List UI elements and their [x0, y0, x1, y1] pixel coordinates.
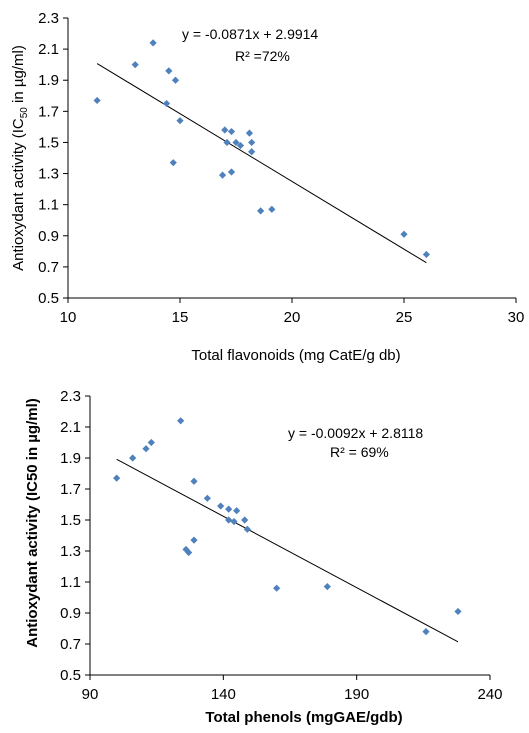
data-point [185, 548, 193, 557]
y-axis-title-end: in µg/ml) [10, 45, 27, 107]
data-point [113, 474, 121, 482]
x-axis-title: Total flavonoids (mg CatE/g db) [191, 347, 400, 364]
data-point [248, 148, 256, 156]
data-point [147, 438, 155, 447]
data-point [422, 250, 430, 259]
data-point [165, 67, 173, 75]
data-point [171, 76, 180, 84]
y-tick-label: 0.9 [38, 228, 59, 245]
y-tick-label: 0.9 [60, 605, 81, 622]
x-tick-label: 190 [344, 686, 369, 703]
x-axis-title: Total phenols (mgGAE/gdb) [205, 709, 402, 726]
y-tick-label: 1.9 [38, 72, 59, 89]
data-point [223, 138, 231, 147]
data-point [241, 516, 249, 524]
data-points [113, 417, 462, 636]
x-tick-label: 90 [82, 686, 99, 703]
data-point [225, 516, 233, 524]
x-tick-label: 240 [477, 686, 502, 703]
y-axis-title: Antioxydant activity (IC50 in µg/ml) [24, 398, 41, 648]
y-tick-label: 0.7 [60, 636, 81, 653]
r-squared-label: R² = 69% [330, 444, 389, 460]
data-point [227, 168, 236, 176]
y-tick-label: 1.9 [60, 450, 81, 467]
y-tick-label: 1.5 [38, 134, 59, 151]
y-tick-label: 1.1 [60, 574, 81, 591]
data-point [149, 39, 157, 47]
data-point [248, 138, 256, 147]
x-tick-label: 25 [396, 309, 413, 326]
data-point [129, 454, 137, 462]
data-point [142, 445, 150, 453]
axis-ticks: 0.5 0.7 0.9 1.1 1.3 1.5 1.7 1.9 2.1 2.3 90 140 190 24… [60, 388, 502, 703]
data-point [273, 584, 281, 592]
data-point [190, 536, 198, 544]
y-axis-title: Antioxydant activity (IC50 in µg/ml) [10, 45, 30, 271]
y-tick-label: 0.5 [60, 667, 81, 684]
y-axis-title-subscript: 50 [19, 107, 30, 119]
y-axis-title-main: Antioxydant activity (IC [10, 118, 27, 271]
y-tick-label: 0.5 [38, 290, 59, 307]
y-tick-label: 0.7 [38, 259, 59, 276]
axis-ticks: 0.5 0.7 0.9 1.1 1.3 1.5 1.7 1.9 2.1 2.3 10 15 20 25 30 [38, 10, 524, 326]
data-point [323, 583, 331, 591]
phenols-scatter-chart: 0.5 0.7 0.9 1.1 1.3 1.5 1.7 1.9 2.1 2.3 90 140 190 24… [24, 388, 503, 726]
y-tick-label: 1.5 [60, 512, 81, 529]
data-point [218, 171, 227, 179]
data-point [225, 505, 233, 513]
data-point [422, 628, 430, 636]
y-tick-label: 1.7 [38, 103, 59, 120]
data-point [169, 159, 177, 167]
y-tick-label: 1.7 [60, 481, 81, 498]
data-point [230, 517, 238, 526]
data-point [268, 205, 276, 213]
y-tick-label: 1.3 [38, 166, 59, 183]
data-point [217, 502, 225, 510]
data-point [232, 138, 240, 147]
data-points [93, 39, 430, 259]
x-tick-label: 30 [508, 309, 525, 326]
data-point [176, 117, 184, 125]
y-tick-label: 2.1 [38, 41, 59, 58]
data-point [245, 129, 254, 137]
y-tick-label: 2.1 [60, 419, 81, 436]
data-point [131, 61, 139, 69]
data-point [233, 507, 241, 515]
data-point [203, 494, 211, 502]
x-tick-label: 20 [284, 309, 301, 326]
trendline [116, 458, 459, 643]
data-point [454, 607, 462, 616]
trendline [96, 63, 427, 264]
regression-equation: y = -0.0871x + 2.9914 [182, 26, 318, 42]
x-tick-label: 10 [60, 309, 77, 326]
y-tick-label: 2.3 [38, 10, 59, 27]
data-point [257, 207, 265, 215]
regression-equation: y = -0.0092x + 2.8118 [288, 425, 423, 441]
data-point [177, 417, 185, 425]
data-point [227, 127, 236, 136]
y-tick-label: 2.3 [60, 388, 81, 405]
y-tick-label: 1.3 [60, 543, 81, 560]
data-point [243, 525, 251, 533]
r-squared-label: R² =72% [235, 48, 290, 64]
data-point [93, 96, 101, 105]
data-point [162, 99, 171, 108]
data-point [221, 126, 229, 134]
x-tick-label: 140 [211, 686, 236, 703]
data-point [190, 477, 198, 485]
flavonoids-scatter-chart: 0.5 0.7 0.9 1.1 1.3 1.5 1.7 1.9 2.1 2.3 10 15 20 25 30… [10, 10, 524, 364]
x-tick-label: 15 [172, 309, 189, 326]
data-point [400, 230, 408, 238]
data-point [236, 141, 245, 150]
y-tick-label: 1.1 [38, 197, 59, 214]
